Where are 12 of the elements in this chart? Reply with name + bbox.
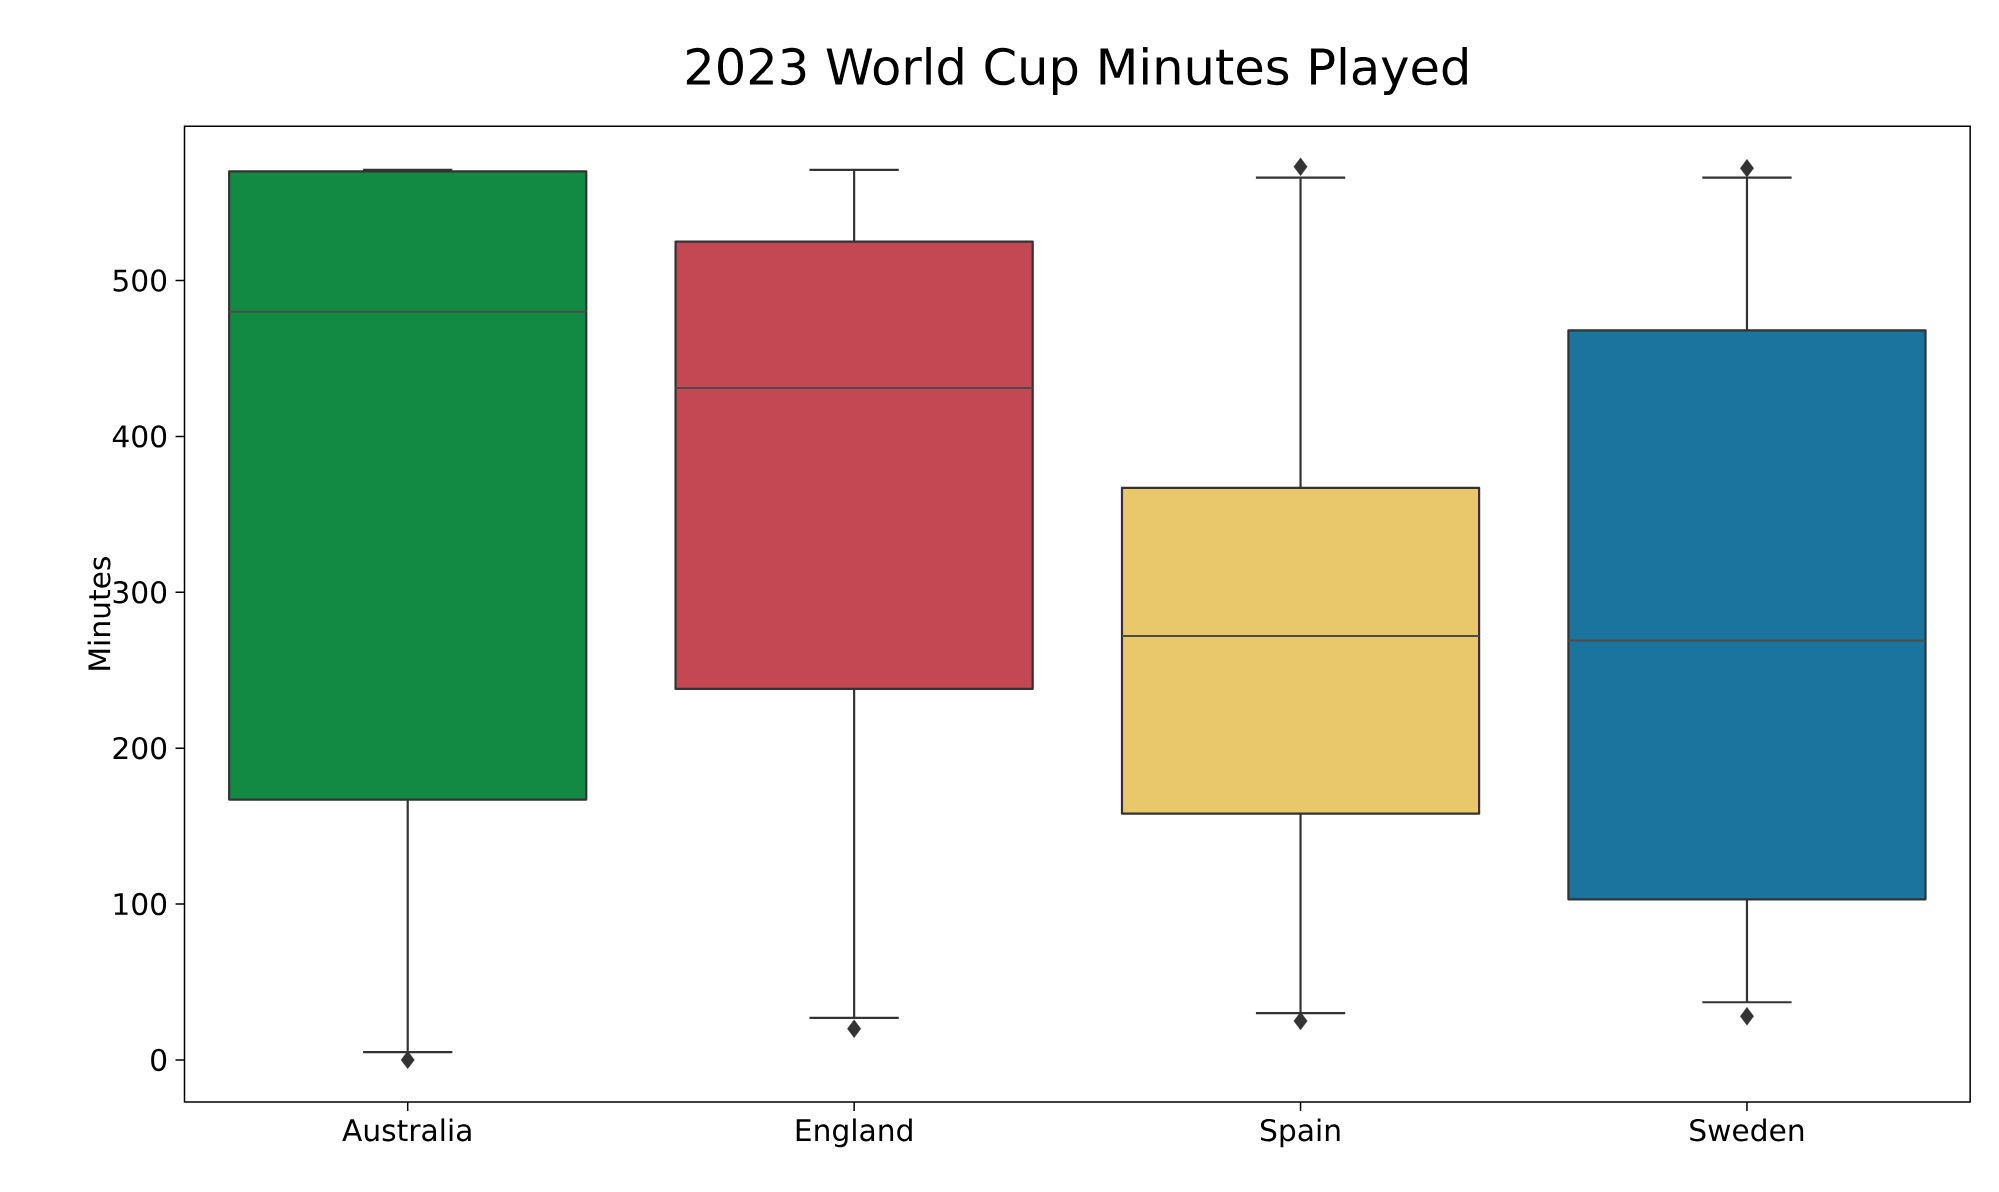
y-axis-title: Minutes bbox=[87, 556, 111, 670]
y-tick-label: 300 bbox=[113, 580, 167, 604]
x-tick-label: Sweden bbox=[1690, 1118, 1804, 1142]
y-tick-label: 200 bbox=[113, 736, 167, 760]
x-tick-label: Spain bbox=[1261, 1118, 1340, 1147]
chart-title: 2023 World Cup Minutes Played bbox=[686, 46, 1467, 95]
x-tick-label: Australia bbox=[342, 1118, 471, 1142]
y-tick-label: 0 bbox=[151, 1048, 167, 1071]
y-tick-label: 500 bbox=[113, 269, 167, 292]
y-tick-label: 400 bbox=[112, 424, 167, 448]
x-tick-label: England bbox=[796, 1118, 912, 1147]
y-tick-label: 100 bbox=[114, 892, 167, 916]
